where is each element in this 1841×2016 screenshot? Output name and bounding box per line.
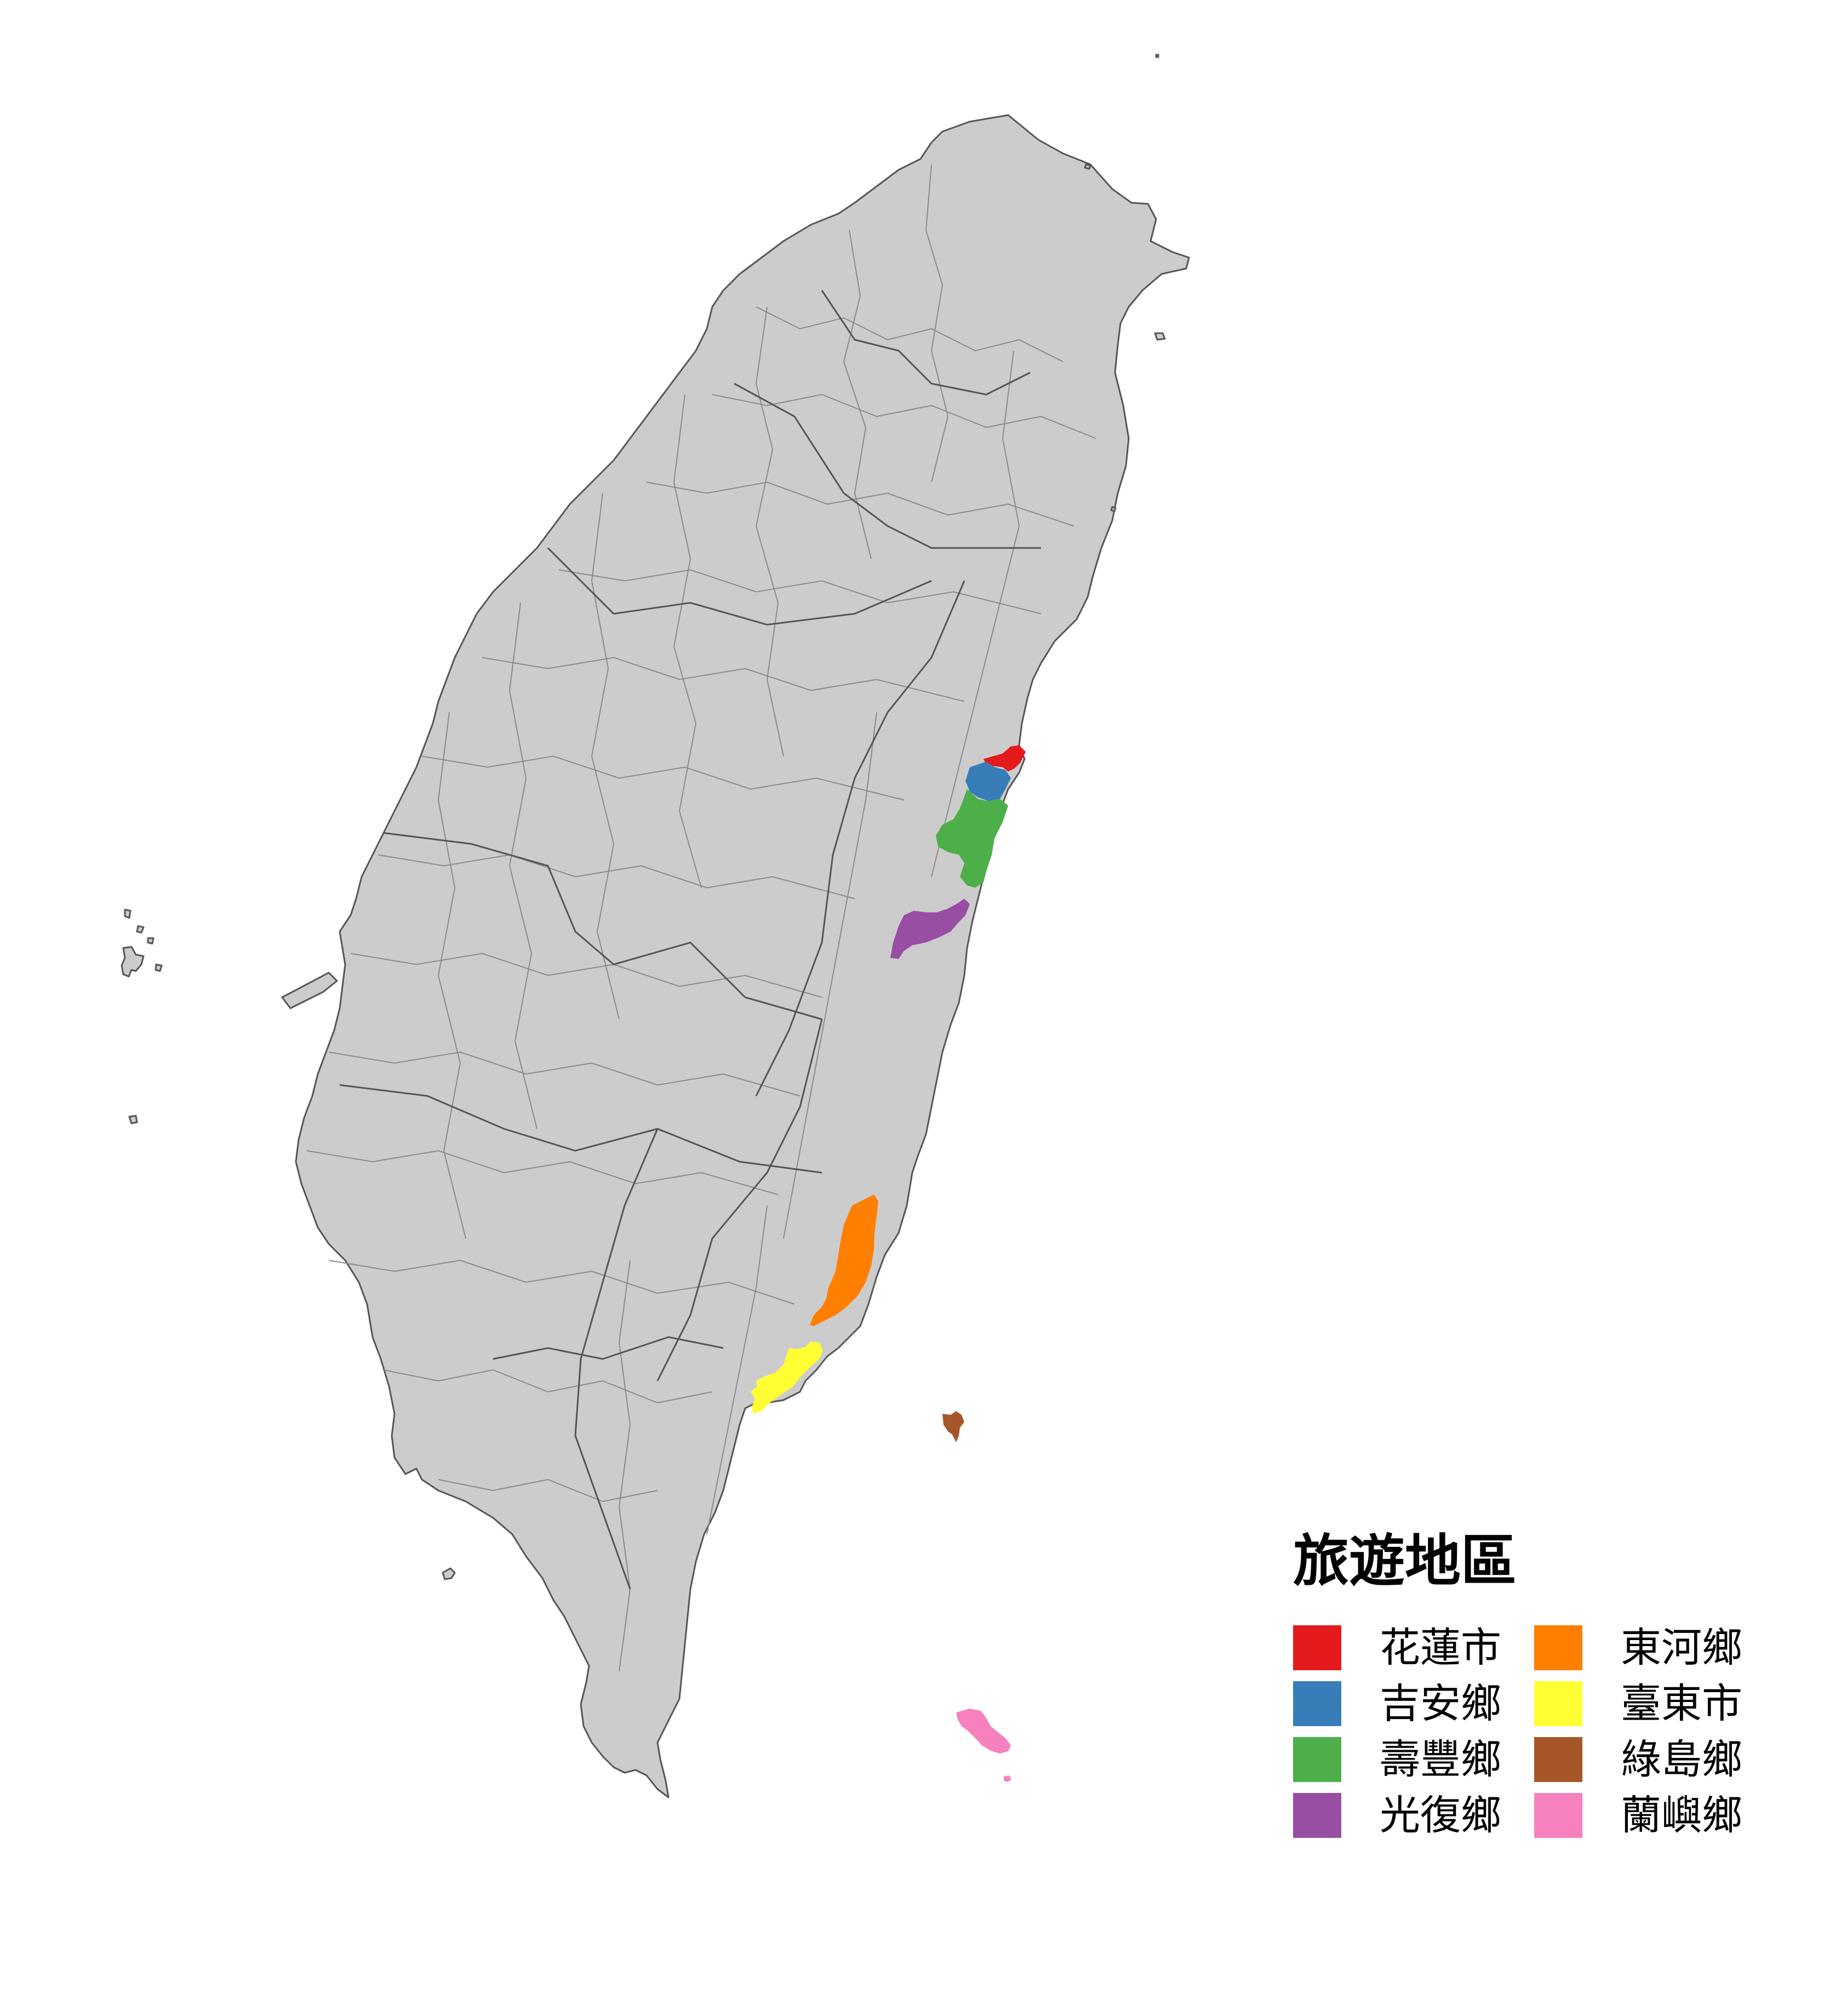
legend-label: 臺東市 [1621, 1680, 1742, 1727]
region-jian-township [965, 762, 1011, 801]
region-guangfu-township [890, 899, 970, 959]
county-borders [339, 290, 1041, 1590]
legend-label: 光復鄉 [1380, 1792, 1501, 1839]
legend-label: 東河鄉 [1621, 1624, 1742, 1671]
legend-label: 綠島鄉 [1621, 1736, 1742, 1783]
legend-swatch [1293, 1625, 1341, 1670]
region-taitung-city [751, 1341, 823, 1414]
outlying-islands [121, 54, 1166, 1580]
region-shoufeng-township [936, 789, 1008, 888]
region-hualien-city [984, 745, 1026, 772]
legend-swatch [1534, 1793, 1582, 1838]
legend-label: 壽豐鄉 [1380, 1736, 1501, 1783]
legend-label: 蘭嶼鄉 [1621, 1792, 1742, 1839]
region-orchid-island [956, 1709, 1011, 1754]
township-borders [306, 164, 1096, 1672]
legend-swatch [1534, 1737, 1582, 1782]
legend-swatch [1293, 1681, 1341, 1726]
region-donghe-township [810, 1195, 878, 1326]
legend-swatch [1534, 1681, 1582, 1726]
legend-swatch [1293, 1737, 1341, 1782]
legend-title: 旅遊地區 [1293, 1529, 1517, 1594]
legend-swatch [1293, 1793, 1341, 1838]
legend-label: 花蓮市 [1380, 1624, 1501, 1671]
taiwan-main-island [295, 114, 1190, 1798]
legend-label: 吉安鄉 [1380, 1680, 1501, 1727]
legend-swatch [1534, 1625, 1582, 1670]
region-orchid-islet [1004, 1775, 1011, 1782]
legend: 旅遊地區 花蓮市吉安鄉壽豐鄉光復鄉 東河鄉臺東市綠島鄉蘭嶼鄉 [1293, 1529, 1786, 1858]
region-green-island [942, 1411, 964, 1442]
